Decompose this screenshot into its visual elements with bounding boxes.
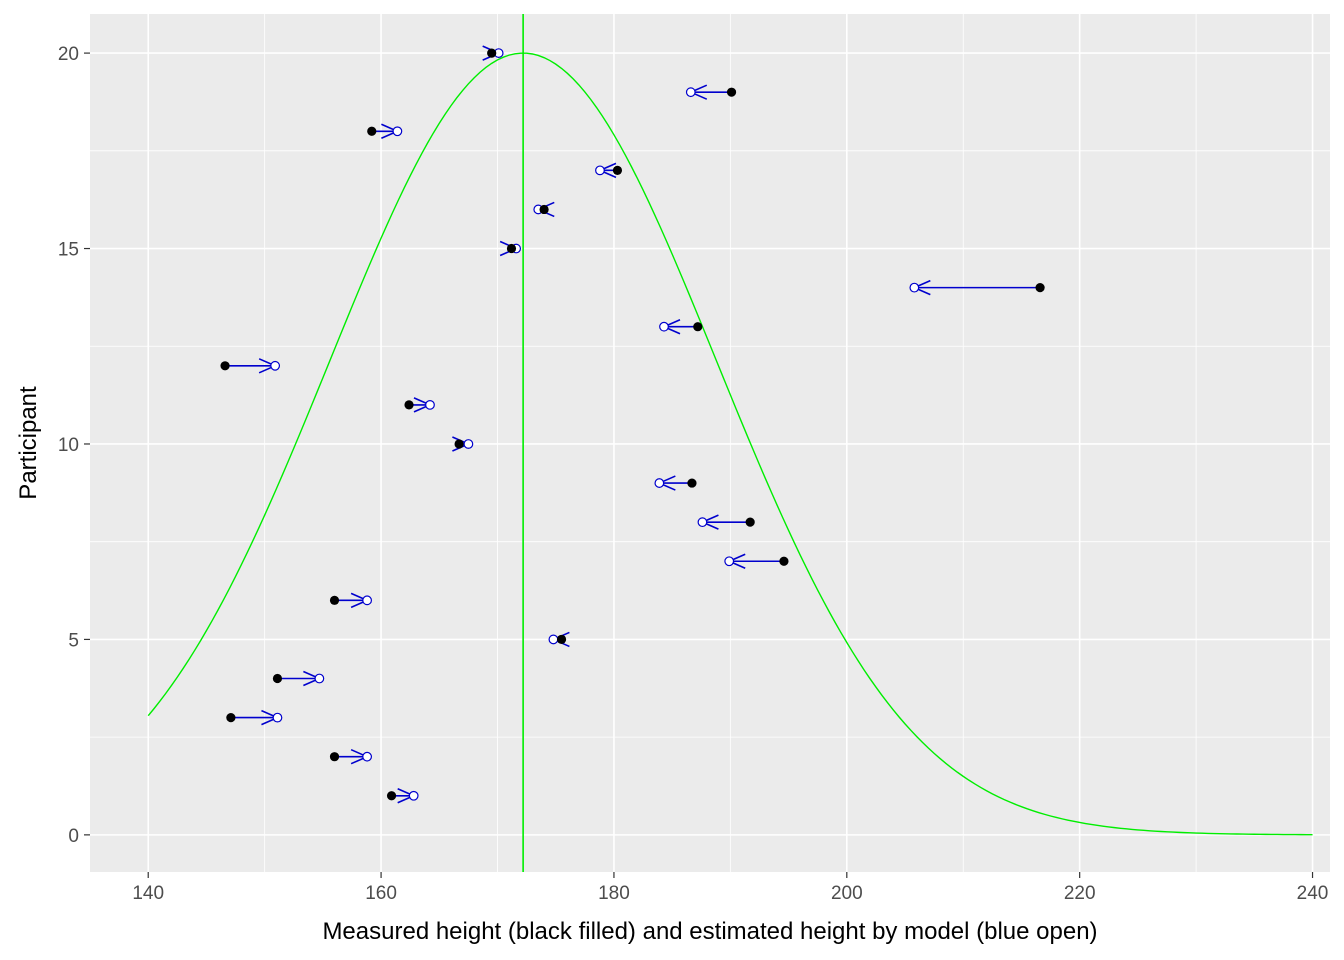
measured-point [386,791,397,801]
estimated-point [392,126,403,137]
reference-curve-layer [147,14,1313,872]
measured-point [329,595,340,605]
measured-point [539,204,549,215]
measured-point [693,322,703,332]
normal-curve [147,52,1313,836]
grid-major [90,14,1330,872]
x-tick-label: 220 [1064,883,1096,904]
estimated-point [595,165,605,176]
measured-point [226,712,236,723]
y-axis: 0 5 10 15 20 [58,44,90,847]
x-tick-label: 140 [132,883,164,904]
y-tick-label: 0 [68,826,79,847]
estimated-point [654,478,665,488]
estimated-point [909,282,920,293]
measured-point [220,361,230,371]
estimated-point [548,634,559,645]
estimated-point [685,87,696,98]
grid-minor [90,14,1330,872]
estimated-point [408,790,419,801]
x-axis: 140 160 180 200 220 240 [132,872,1328,904]
measured-point [745,517,755,527]
y-tick-label: 20 [58,44,79,65]
estimated-point [463,439,474,449]
y-tick-label: 15 [58,240,79,261]
estimated-point [697,517,708,528]
estimated-point [724,556,735,567]
measured-point [687,478,697,488]
measured-point [487,48,497,58]
measured-point [272,673,283,684]
estimated-point [362,751,373,762]
x-tick-label: 180 [598,883,630,904]
x-tick-label: 160 [365,883,397,904]
point-layer [220,48,1045,801]
estimated-point [314,673,325,684]
x-tick-label: 200 [831,883,863,904]
measured-point [506,243,517,254]
y-tick-label: 10 [58,435,79,456]
x-tick-label: 240 [1297,883,1329,904]
x-axis-title: Measured height (black filled) and estim… [322,918,1097,945]
estimated-point [362,595,373,606]
y-tick-label: 5 [68,630,79,651]
y-axis-title: Participant [15,386,42,500]
measured-point [329,752,340,762]
estimated-point [659,321,669,332]
measured-point [612,165,623,175]
estimated-point [425,399,435,410]
measured-point [1035,283,1045,293]
plot-panel [90,14,1330,872]
measured-point [779,556,789,566]
measured-point [454,439,464,449]
measured-point [556,634,567,645]
measured-point [726,87,737,97]
estimated-point [270,360,281,371]
measured-point [404,400,414,410]
measured-point [367,126,377,136]
estimated-point [272,712,283,723]
